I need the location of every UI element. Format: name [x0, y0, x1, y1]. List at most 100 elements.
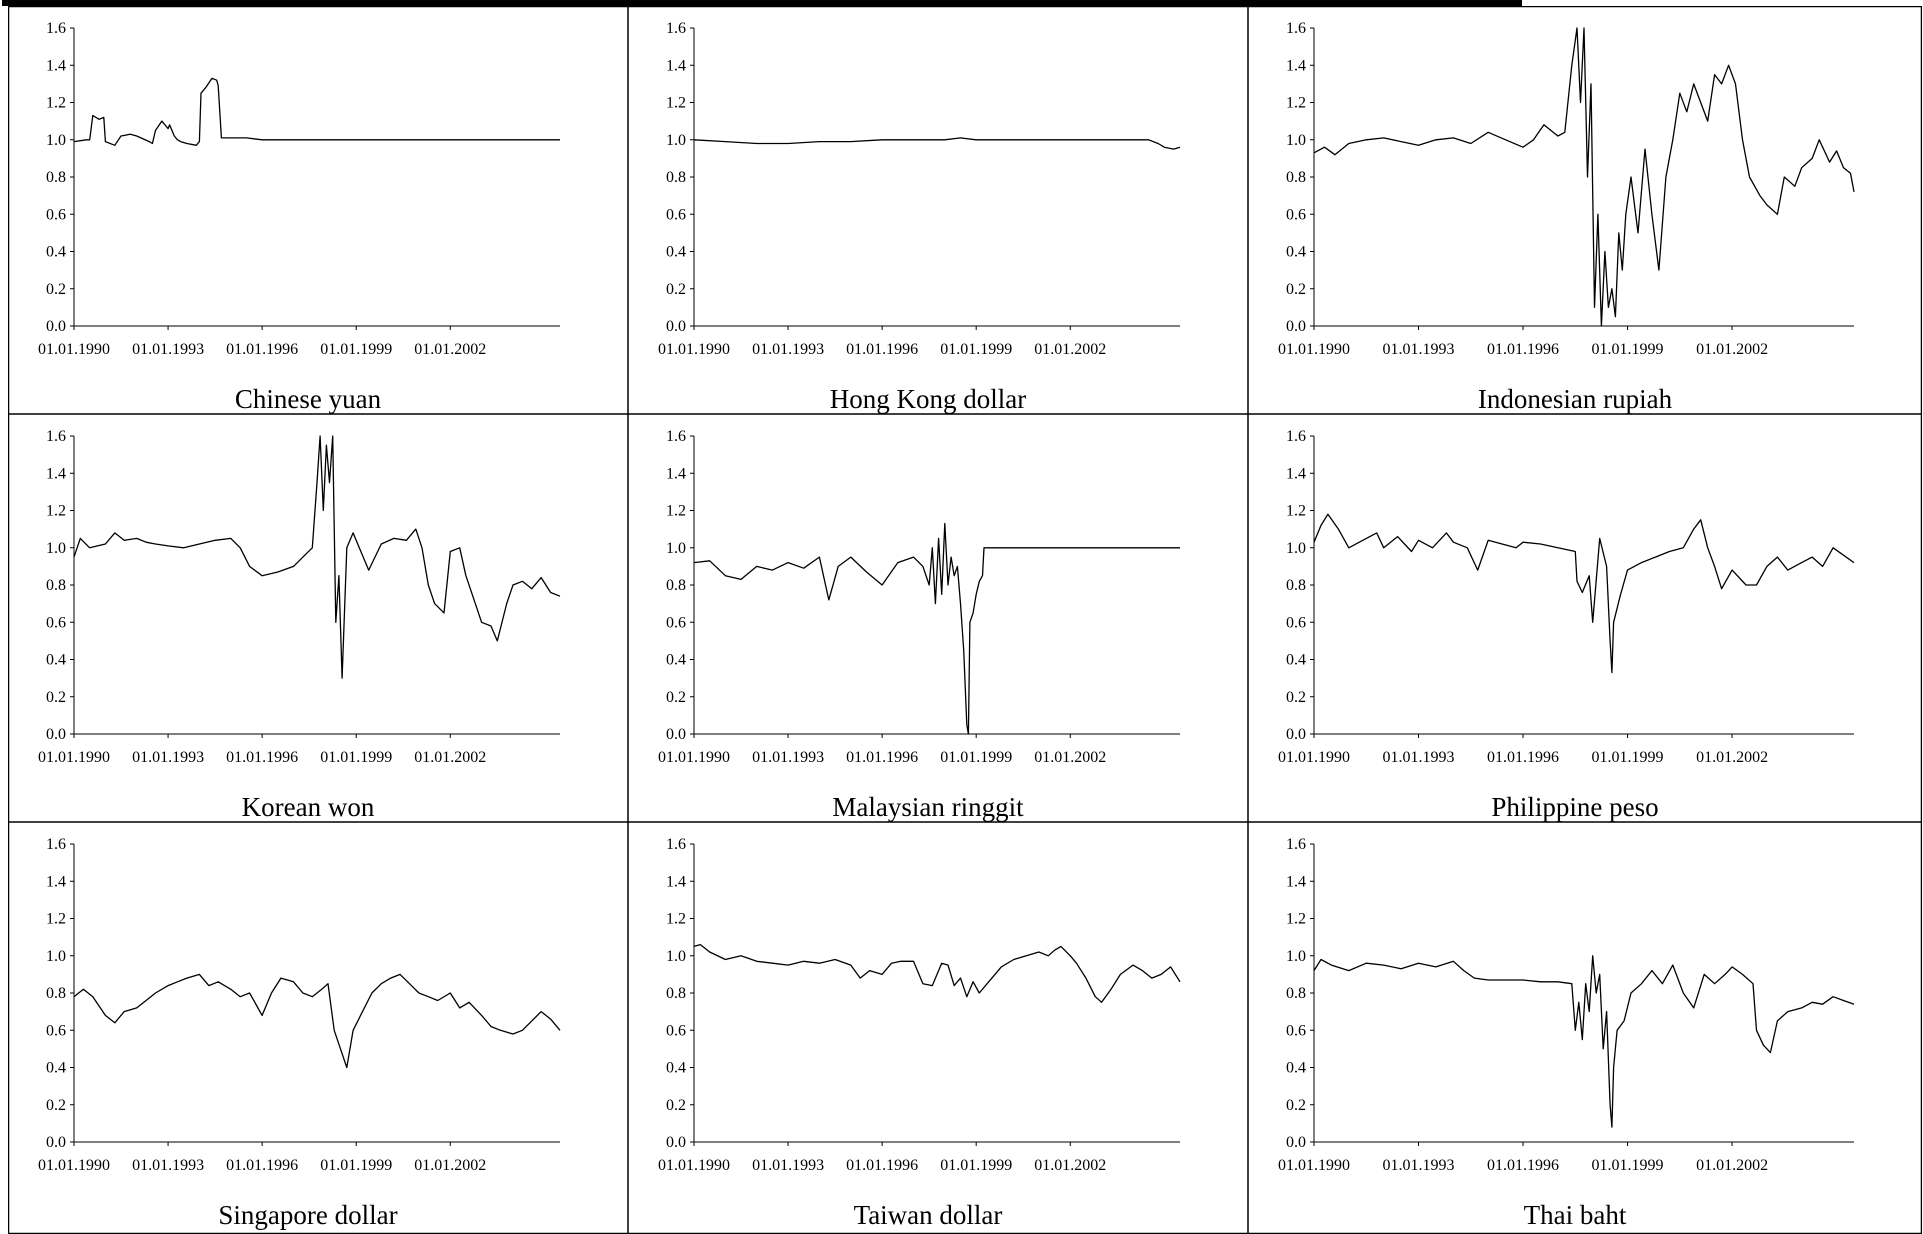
x-tick-label: 01.01.1996	[1487, 1157, 1559, 1174]
y-tick-label: 0.2	[1286, 281, 1306, 298]
x-tick-label: 01.01.1990	[38, 1157, 110, 1174]
y-tick-label: 1.2	[46, 95, 66, 112]
y-tick-label: 1.0	[46, 132, 66, 149]
x-tick-label: 01.01.1996	[226, 749, 298, 766]
y-tick-label: 0.8	[46, 577, 66, 594]
y-tick-label: 0.8	[46, 169, 66, 186]
x-tick-label: 01.01.1993	[132, 341, 204, 358]
chart-caption: Indonesian rupiah	[1478, 384, 1673, 414]
y-tick-label: 0.6	[1286, 1022, 1306, 1039]
x-tick-label: 01.01.1996	[846, 749, 918, 766]
y-tick-label: 1.6	[1286, 428, 1306, 445]
y-tick-label: 1.2	[46, 911, 66, 928]
y-tick-label: 0.8	[1286, 577, 1306, 594]
y-tick-label: 0.4	[46, 652, 66, 669]
x-tick-label: 01.01.1993	[1383, 749, 1455, 766]
chart-caption: Thai baht	[1524, 1200, 1627, 1230]
chart-panel: 0.0 0.2 0.4 0.6 0.8 1.0 1.2 1.4 1.6 01.01.1990 01.…	[658, 428, 1180, 822]
chart-panel: 0.0 0.2 0.4 0.6 0.8 1.0 1.2 1.4 1.6 01.01.1990 01.…	[658, 20, 1181, 414]
y-tick-label: 1.6	[1286, 836, 1306, 853]
y-tick-label: 0.8	[1286, 169, 1306, 186]
chart-panel-grid: 0.0 0.2 0.4 0.6 0.8 1.0 1.2 1.4 1.6 01.01.1990 01.…	[8, 6, 1922, 1234]
y-tick-label: 0.0	[666, 1134, 686, 1151]
x-tick-label: 01.01.1999	[940, 749, 1012, 766]
x-tick-label: 01.01.1990	[1278, 749, 1350, 766]
x-tick-label: 01.01.1990	[658, 1157, 730, 1174]
x-tick-label: 01.01.2002	[1034, 749, 1106, 766]
y-tick-label: 1.0	[46, 540, 66, 557]
x-tick-label: 01.01.1990	[38, 341, 110, 358]
series-line	[73, 973, 561, 1069]
x-tick-label: 01.01.1996	[846, 341, 918, 358]
series-line	[73, 435, 561, 679]
x-tick-label: 01.01.2002	[414, 341, 486, 358]
y-tick-label: 1.4	[666, 57, 686, 74]
y-tick-label: 1.6	[46, 836, 66, 853]
y-tick-label: 0.2	[666, 1097, 686, 1114]
y-tick-label: 0.4	[666, 1060, 686, 1077]
chart-panel: 0.0 0.2 0.4 0.6 0.8 1.0 1.2 1.4 1.6 01.01.1990 01.…	[38, 836, 561, 1230]
y-tick-label: 1.4	[46, 465, 66, 482]
x-tick-label: 01.01.1999	[1592, 749, 1664, 766]
x-tick-label: 01.01.1990	[1278, 1157, 1350, 1174]
y-tick-label: 0.6	[1286, 206, 1306, 223]
y-tick-label: 0.0	[666, 318, 686, 335]
y-tick-label: 0.8	[46, 985, 66, 1002]
x-tick-label: 01.01.1993	[752, 1157, 824, 1174]
y-tick-label: 1.2	[666, 911, 686, 928]
chart-panel: 0.0 0.2 0.4 0.6 0.8 1.0 1.2 1.4 1.6 01.01.1990 01.…	[658, 836, 1181, 1230]
x-tick-label: 01.01.1996	[226, 341, 298, 358]
series-line	[1313, 513, 1855, 674]
y-tick-label: 1.4	[1286, 465, 1306, 482]
chart-caption: Malaysian ringgit	[832, 792, 1024, 822]
chart-panel: 0.0 0.2 0.4 0.6 0.8 1.0 1.2 1.4 1.6 01.01.1990 01.…	[38, 20, 560, 414]
y-tick-label: 1.6	[666, 836, 686, 853]
x-tick-label: 01.01.1996	[1487, 749, 1559, 766]
y-tick-label: 0.8	[666, 985, 686, 1002]
y-tick-label: 0.2	[666, 281, 686, 298]
y-tick-label: 1.2	[666, 503, 686, 520]
x-tick-label: 01.01.1993	[132, 1157, 204, 1174]
y-tick-label: 0.2	[1286, 689, 1306, 706]
chart-caption: Korean won	[242, 792, 375, 822]
x-tick-label: 01.01.1993	[132, 749, 204, 766]
y-tick-label: 0.0	[1286, 726, 1306, 743]
x-tick-label: 01.01.2002	[1696, 341, 1768, 358]
y-tick-label: 1.0	[666, 540, 686, 557]
x-tick-label: 01.01.1999	[1592, 1157, 1664, 1174]
chart-panel: 0.0 0.2 0.4 0.6 0.8 1.0 1.2 1.4 1.6 01.01.1990 01.…	[1278, 836, 1855, 1230]
y-tick-label: 1.0	[666, 948, 686, 965]
y-tick-label: 0.4	[1286, 244, 1306, 261]
y-tick-label: 1.0	[46, 948, 66, 965]
y-tick-label: 0.0	[46, 726, 66, 743]
y-tick-label: 0.4	[666, 244, 686, 261]
y-tick-label: 0.8	[666, 169, 686, 186]
y-tick-label: 0.0	[666, 726, 686, 743]
y-tick-label: 0.2	[666, 689, 686, 706]
y-tick-label: 0.6	[46, 206, 66, 223]
chart-caption: Hong Kong dollar	[830, 384, 1026, 414]
y-tick-label: 1.6	[46, 20, 66, 37]
x-tick-label: 01.01.1990	[658, 341, 730, 358]
y-tick-label: 1.4	[46, 57, 66, 74]
series-line	[1313, 955, 1855, 1128]
grid-border	[8, 6, 1922, 1234]
x-tick-label: 01.01.2002	[414, 749, 486, 766]
x-tick-label: 01.01.1999	[940, 1157, 1012, 1174]
x-tick-label: 01.01.1999	[1592, 341, 1664, 358]
y-tick-label: 1.4	[1286, 57, 1306, 74]
y-tick-label: 1.4	[666, 465, 686, 482]
series-line	[693, 137, 1181, 150]
y-tick-label: 0.6	[46, 1022, 66, 1039]
x-tick-label: 01.01.2002	[1696, 749, 1768, 766]
x-tick-label: 01.01.1996	[846, 1157, 918, 1174]
x-tick-label: 01.01.2002	[414, 1157, 486, 1174]
x-tick-label: 01.01.2002	[1034, 341, 1106, 358]
y-tick-label: 1.4	[46, 873, 66, 890]
y-tick-label: 1.6	[46, 428, 66, 445]
y-tick-label: 1.0	[666, 132, 686, 149]
figure-caption-edge	[0, 0, 1923, 6]
y-tick-label: 0.6	[666, 614, 686, 631]
y-tick-label: 0.0	[46, 318, 66, 335]
y-tick-label: 1.0	[1286, 132, 1306, 149]
